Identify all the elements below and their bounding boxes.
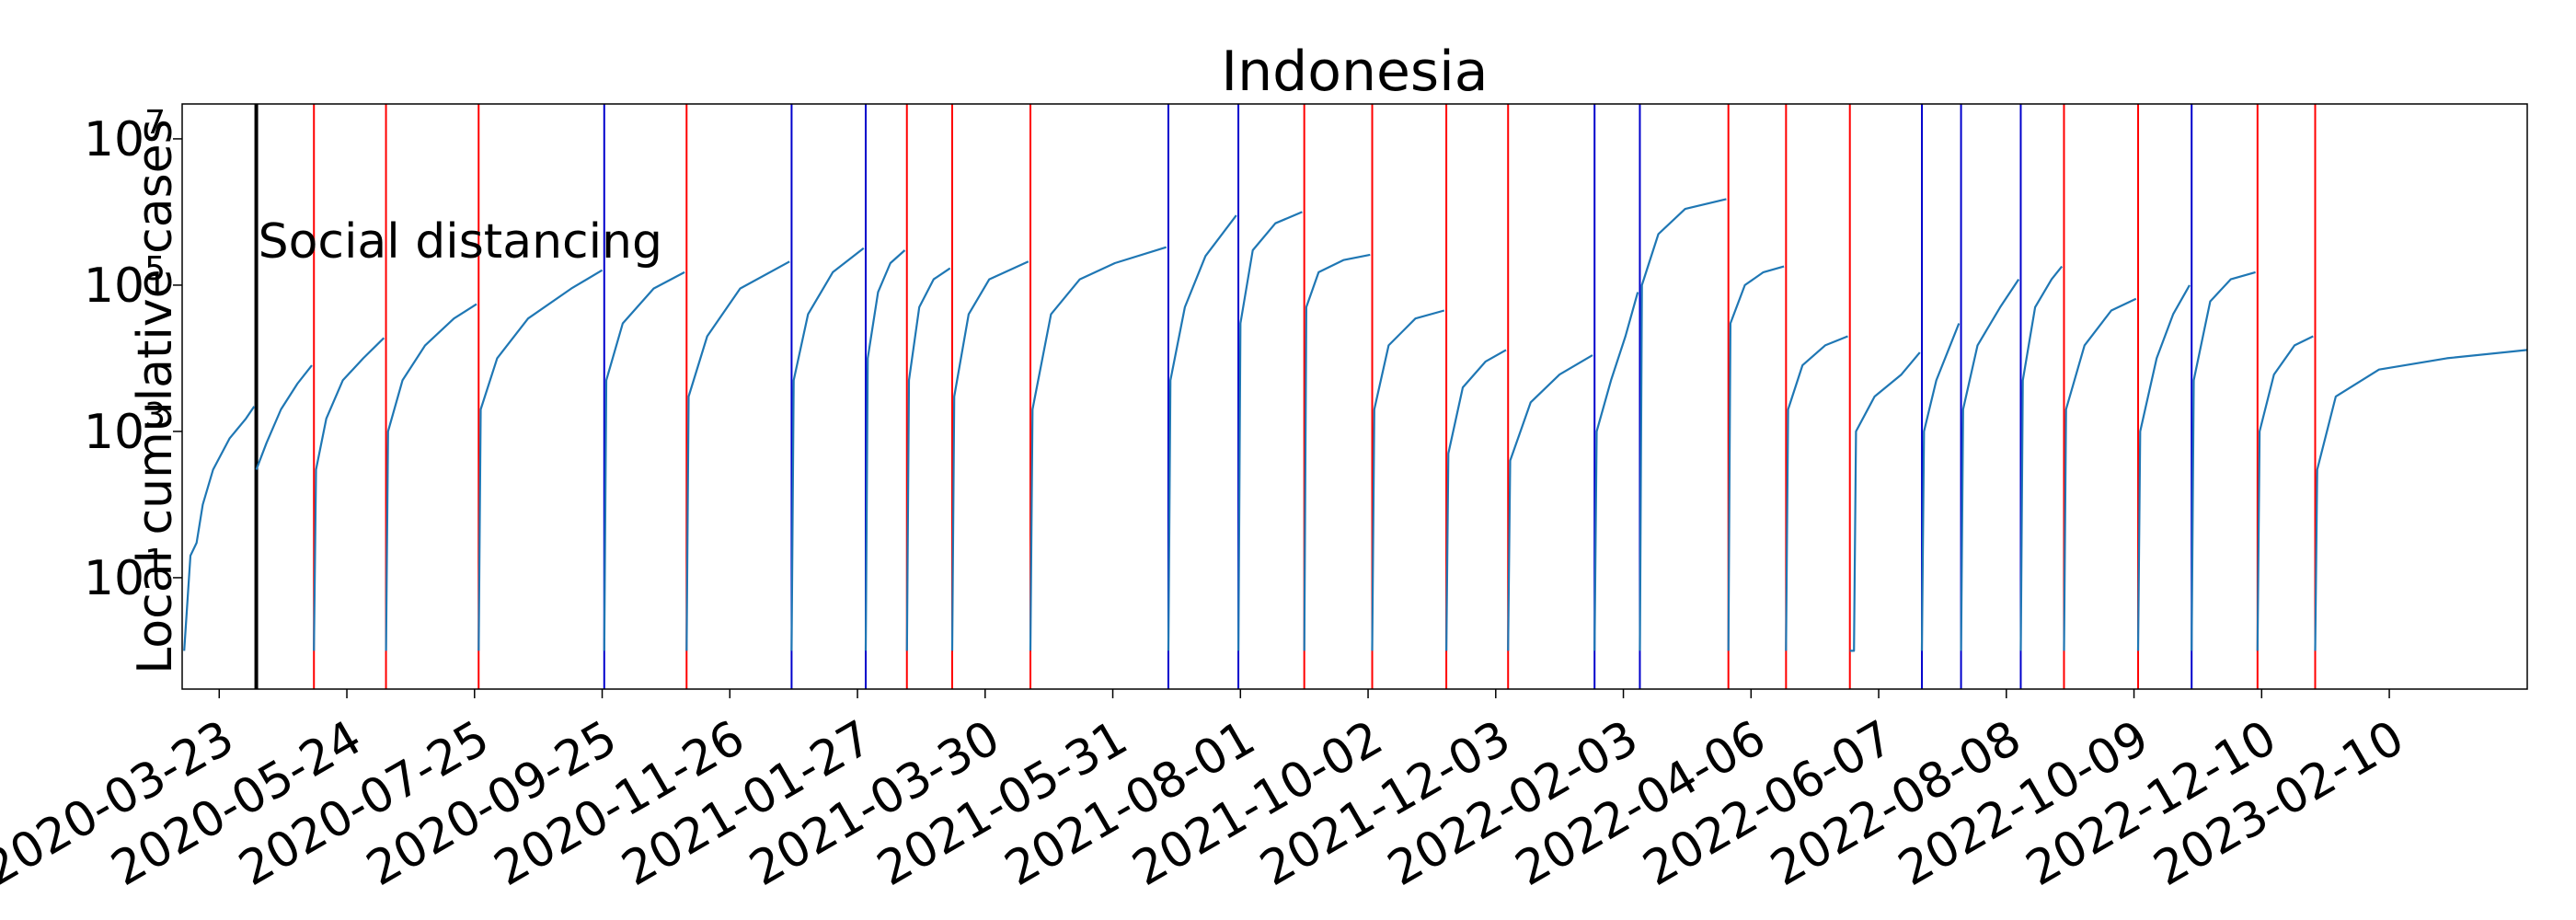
annotation-social-distancing: Social distancing [259, 214, 662, 270]
data-series [183, 198, 2528, 652]
series-segment-8 [864, 249, 906, 651]
series-segment-27 [2136, 284, 2191, 651]
chart-title: Indonesia [1221, 40, 1488, 104]
series-segment-7 [790, 247, 865, 651]
series-segment-14 [1303, 253, 1371, 651]
series-segment-6 [685, 260, 790, 651]
series-segment-23 [1920, 323, 1961, 651]
series-segment-24 [1960, 278, 2020, 651]
series-segment-5 [603, 270, 685, 651]
plot-frame [181, 103, 2528, 690]
y-axis-label: Local cumulative cases [128, 119, 183, 674]
series-segment-17 [1507, 354, 1593, 651]
series-segment-16 [1445, 349, 1507, 651]
series-segment-19 [1639, 198, 1727, 651]
series-segment-13 [1237, 211, 1303, 651]
series-segment-1 [255, 364, 313, 470]
series-segment-0 [183, 406, 256, 651]
policy-lines [254, 104, 2317, 689]
x-axis: 2020-03-232020-05-242020-07-252020-09-25… [0, 689, 2413, 897]
series-segment-30 [2314, 349, 2528, 651]
series-segment-28 [2191, 270, 2256, 651]
series-segment-9 [905, 267, 951, 651]
series-segment-12 [1167, 214, 1237, 651]
series-segment-20 [1727, 265, 1785, 651]
series-segment-4 [477, 269, 604, 651]
series-segment-18 [1593, 292, 1639, 651]
series-segment-11 [1029, 246, 1167, 651]
series-segment-3 [385, 303, 477, 651]
series-segment-2 [313, 337, 385, 651]
series-segment-21 [1785, 335, 1848, 651]
y-tick-label-1: 103 [84, 397, 166, 460]
series-segment-26 [2063, 297, 2137, 651]
series-segment-15 [1371, 309, 1445, 651]
series-segment-29 [2256, 335, 2314, 651]
series-segment-25 [2019, 265, 2064, 651]
series-segment-10 [950, 260, 1029, 651]
series-segment-22 [1849, 351, 1921, 652]
